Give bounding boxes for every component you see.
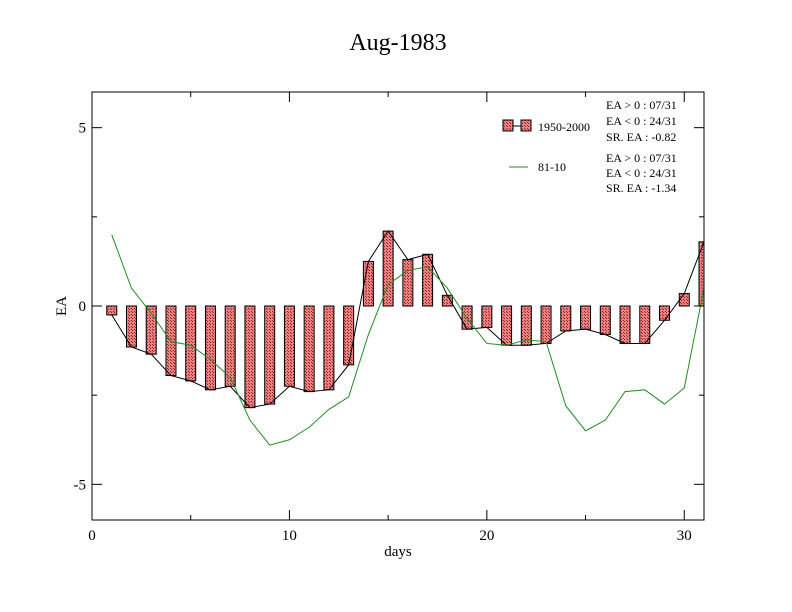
bar-day-10 bbox=[283, 305, 295, 387]
bar-day-6 bbox=[204, 305, 216, 391]
legend: 1950-2000 81-10 EA > 0 : 07/31 EA < 0 : … bbox=[502, 98, 677, 195]
stat-bar-positive: EA > 0 : 07/31 bbox=[606, 98, 677, 112]
bar-day-30 bbox=[678, 293, 690, 307]
x-axis-label: days bbox=[384, 544, 412, 560]
bar-day-20 bbox=[481, 305, 493, 328]
stat-line-sum: SR. EA : -1.34 bbox=[606, 181, 676, 195]
y-tick-label-0: 0 bbox=[79, 299, 87, 315]
legend-bar-label: 1950-2000 bbox=[538, 120, 590, 134]
bar-day-13 bbox=[343, 305, 355, 366]
x-tick-label-0: 0 bbox=[88, 528, 96, 544]
bar-day-12 bbox=[323, 305, 335, 391]
x-tick-label-10: 10 bbox=[282, 528, 297, 544]
bar-day-16 bbox=[402, 259, 414, 307]
line-series-81-10 bbox=[111, 234, 705, 446]
bar-day-8 bbox=[244, 305, 256, 409]
bar-day-23 bbox=[540, 305, 552, 344]
stat-bar-sum: SR. EA : -0.82 bbox=[606, 130, 676, 144]
y-tick-label-5: 5 bbox=[79, 121, 87, 137]
bar-day-22 bbox=[520, 305, 532, 346]
y-tick-label--5: -5 bbox=[74, 477, 87, 493]
bar-day-29 bbox=[659, 305, 671, 321]
bar-day-26 bbox=[599, 305, 611, 336]
x-tick-label-20: 20 bbox=[479, 528, 494, 544]
legend-bar-swatch-right bbox=[520, 119, 532, 132]
bar-series-connector-line bbox=[111, 230, 705, 409]
stat-bar-negative: EA < 0 : 24/31 bbox=[606, 114, 677, 128]
bar-day-27 bbox=[619, 305, 631, 344]
bar-day-14 bbox=[362, 260, 374, 307]
axis-ticks: 0 10 20 30 -5 0 5 bbox=[74, 92, 704, 544]
bar-day-28 bbox=[639, 305, 651, 344]
bar-day-31 bbox=[698, 241, 705, 307]
y-axis-label: EA bbox=[54, 296, 70, 316]
x-tick-label-30: 30 bbox=[677, 528, 692, 544]
plot-area bbox=[106, 230, 705, 446]
bar-day-24 bbox=[560, 305, 572, 332]
bar-day-5 bbox=[185, 305, 197, 382]
bar-day-9 bbox=[264, 305, 276, 405]
bar-day-1 bbox=[106, 305, 118, 316]
bar-day-11 bbox=[303, 305, 315, 393]
chart-title: Aug-1983 bbox=[349, 30, 446, 56]
bar-day-25 bbox=[580, 305, 592, 330]
bar-day-4 bbox=[165, 305, 177, 377]
legend-line-label: 81-10 bbox=[538, 160, 566, 174]
stat-line-positive: EA > 0 : 07/31 bbox=[606, 151, 677, 165]
legend-bar-swatch-left bbox=[502, 119, 514, 132]
stat-line-negative: EA < 0 : 24/31 bbox=[606, 166, 677, 180]
bar-day-21 bbox=[501, 305, 513, 346]
